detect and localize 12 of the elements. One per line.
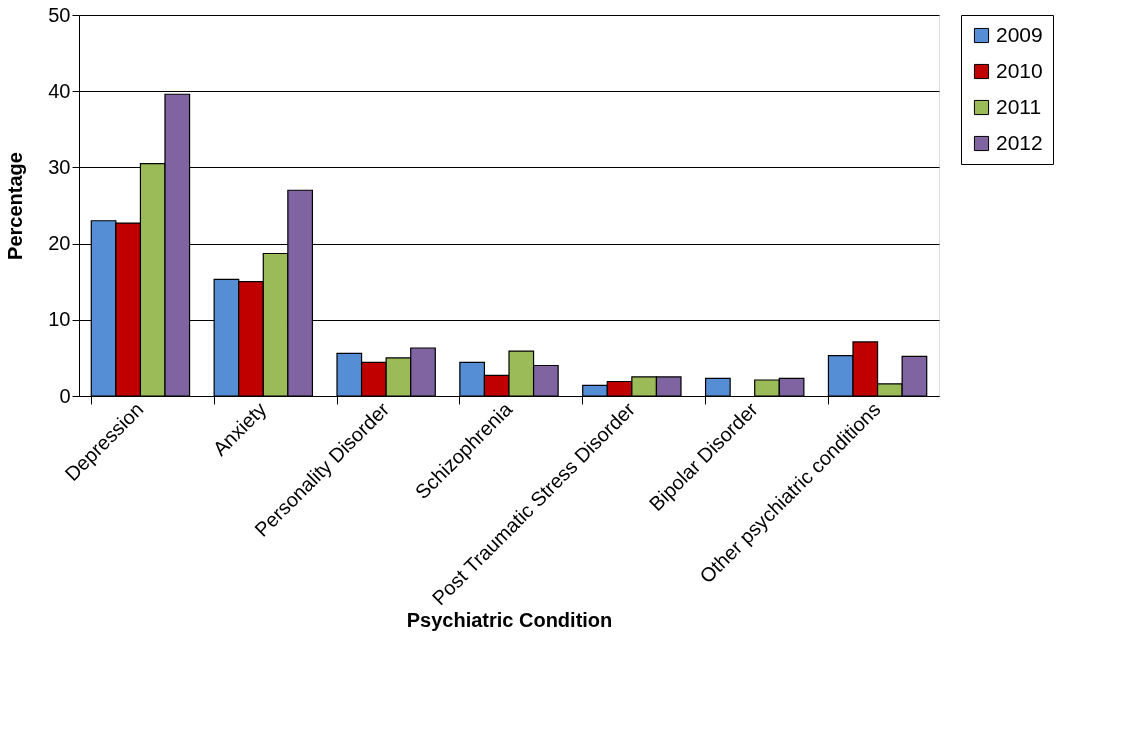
y-axis-title: Percentage: [4, 152, 27, 260]
y-tick-label: 50: [48, 3, 71, 26]
x-axis-title: Psychiatric Condition: [406, 608, 613, 631]
y-tick-label: 0: [59, 384, 71, 407]
y-tick-label: 10: [48, 308, 71, 331]
y-tick-label: 20: [48, 232, 71, 255]
y-tick-label: 40: [48, 79, 71, 102]
legend-label: 2009: [996, 22, 1043, 46]
y-tick-label: 30: [48, 155, 71, 178]
legend-label: 2011: [996, 94, 1042, 118]
legend-label: 2010: [996, 58, 1043, 82]
legend-label: 2012: [996, 130, 1043, 154]
